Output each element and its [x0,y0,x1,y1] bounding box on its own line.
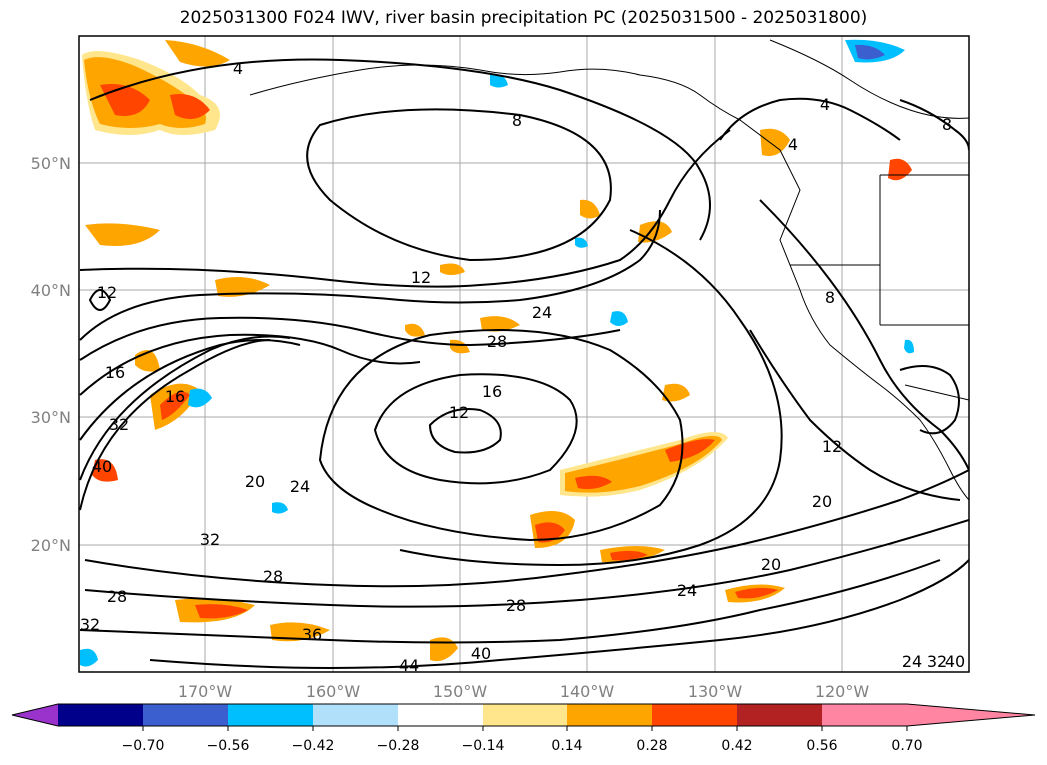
contour-label: 32 [200,530,220,549]
contour-label: 36 [302,625,322,644]
contour-label: 44 [399,656,419,675]
contour-label: 40 [471,644,491,663]
contour-label: 24 [902,652,922,671]
contour-label: 12 [411,268,431,287]
contour-label: 8 [942,115,952,134]
contour-label: 32 [109,415,129,434]
contour-label: 20 [761,555,781,574]
contour-label: 24 [290,477,310,496]
lon-tick-label: 150°W [433,682,488,701]
longitude-labels: 170°W 160°W 150°W 140°W 130°W 120°W [178,682,870,701]
iwv-contours [79,58,969,670]
colorbar-extend-low [12,704,58,726]
colorbar-segment [313,704,398,726]
contour-label: 4 [788,135,798,154]
contour-label: 24 [532,303,552,322]
lat-tick-label: 50°N [31,154,71,173]
contour-label: 32 [927,652,947,671]
contour-label: 8 [512,111,522,130]
colorbar-extend-high [907,704,1035,726]
colorbar-tick-label: −0.56 [207,738,250,754]
contour-label: 32 [80,615,100,634]
contour-label: 8 [825,288,835,307]
lon-tick-label: 160°W [306,682,361,701]
colorbar-tick-label: 0.28 [636,738,667,754]
colorbar-segment [58,704,143,726]
map-plot-area [79,36,969,672]
coastlines [249,39,969,501]
colorbar-outline [11,703,1036,727]
colorbar-segment [567,704,652,726]
contour-label: 12 [97,283,117,302]
contour-label: 20 [812,492,832,511]
contour-label: 16 [482,382,502,401]
contour-labels: 4 8 4 8 4 8 12 12 16 24 28 16 12 32 16 4… [80,59,965,675]
colorbar-segment [822,704,907,726]
contour-label: 4 [820,95,830,114]
colorbar-tick-label: 0.14 [551,738,582,754]
contour-label: 12 [822,437,842,456]
colorbar-tick-label: −0.28 [377,738,420,754]
contour-label: 16 [165,387,185,406]
contour-label: 20 [245,472,265,491]
colorbar-segment [143,704,228,726]
map-title: 2025031300 F024 IWV, river basin precipi… [179,8,868,28]
lon-tick-label: 130°W [688,682,743,701]
contour-label: 16 [105,363,125,382]
contour-label: 4 [233,59,243,78]
contour-label: 24 [677,581,697,600]
lat-tick-label: 30°N [31,408,71,427]
colorbar-segment [228,704,313,726]
colorbar: −0.70 −0.56 −0.42 −0.28 −0.14 0.14 0.28 … [11,703,1036,754]
colorbar-tick-label: 0.70 [891,738,922,754]
colorbar-segment [652,704,737,726]
colorbar-tick-label: −0.70 [122,738,165,754]
graticule [79,36,969,672]
colorbar-segment [483,704,567,726]
lon-tick-label: 120°W [815,682,870,701]
contour-label: 28 [487,332,507,351]
lat-tick-label: 40°N [31,281,71,300]
lon-tick-label: 140°W [560,682,615,701]
colorbar-tick-label: −0.14 [462,738,505,754]
colorbar-tick-label: 0.42 [721,738,752,754]
colorbar-tick-label: 0.56 [806,738,837,754]
lat-tick-label: 20°N [31,536,71,555]
precipitation-patches [80,39,914,667]
map-frame [78,35,970,673]
latitude-labels: 50°N 40°N 30°N 20°N [31,154,71,555]
contour-label: 12 [449,403,469,422]
contour-label: 28 [506,596,526,615]
colorbar-tick-label: −0.42 [292,738,335,754]
contour-label: 28 [263,567,283,586]
lon-tick-label: 170°W [178,682,233,701]
contour-label: 28 [107,587,127,606]
colorbar-segment [737,704,822,726]
contour-label: 40 [92,457,112,476]
contour-label: 40 [945,652,965,671]
colorbar-segment [398,704,483,726]
